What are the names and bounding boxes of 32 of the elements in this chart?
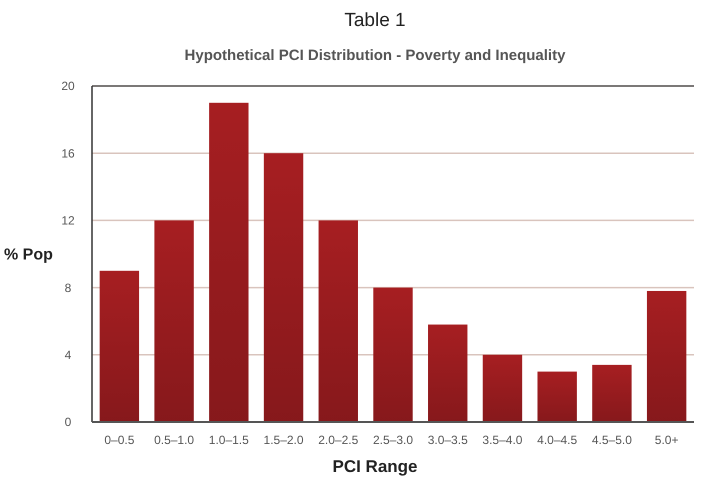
x-tick-label: 4.0–4.5: [537, 433, 578, 447]
x-tick-label: 3.5–4.0: [482, 433, 523, 447]
chart-title: Table 1: [344, 10, 406, 31]
bar: [154, 220, 194, 422]
x-tick-label: 1.5–2.0: [264, 433, 304, 447]
y-tick-label: 12: [61, 214, 75, 228]
x-tick-label: 2.0–2.5: [318, 433, 359, 447]
y-tick-label: 4: [64, 348, 72, 362]
x-tick-label: 4.5–5.0: [592, 433, 632, 447]
bar: [100, 270, 140, 422]
x-tick-label: 2.5–3.0: [372, 433, 414, 447]
bar: [318, 220, 358, 422]
chart-subtitle: Hypothetical PCI Distribution - Poverty and Inequality: [184, 47, 566, 64]
y-tick-label: 20: [61, 79, 75, 94]
x-tick-label: 0.5–1.0: [154, 433, 194, 447]
x-tick-label: 5.0+: [654, 433, 678, 447]
bar: [646, 290, 686, 422]
bar: [264, 153, 304, 422]
bar: [482, 354, 522, 422]
x-tick-label: 0–0.5: [104, 433, 135, 447]
y-tick-label: 8: [64, 280, 72, 295]
bar: [592, 364, 632, 422]
bar: [373, 288, 413, 422]
bar: [209, 102, 249, 422]
y-tick-label: 0: [64, 415, 72, 430]
y-axis-title: % Pop: [4, 246, 54, 264]
bar: [537, 372, 577, 422]
x-axis-title: PCI Range: [332, 457, 418, 476]
x-tick-label: 3.0–3.5: [428, 433, 468, 447]
x-tick-label: 1.0–1.5: [208, 433, 250, 447]
bar: [428, 324, 468, 422]
y-tick-label: 16: [61, 146, 75, 160]
